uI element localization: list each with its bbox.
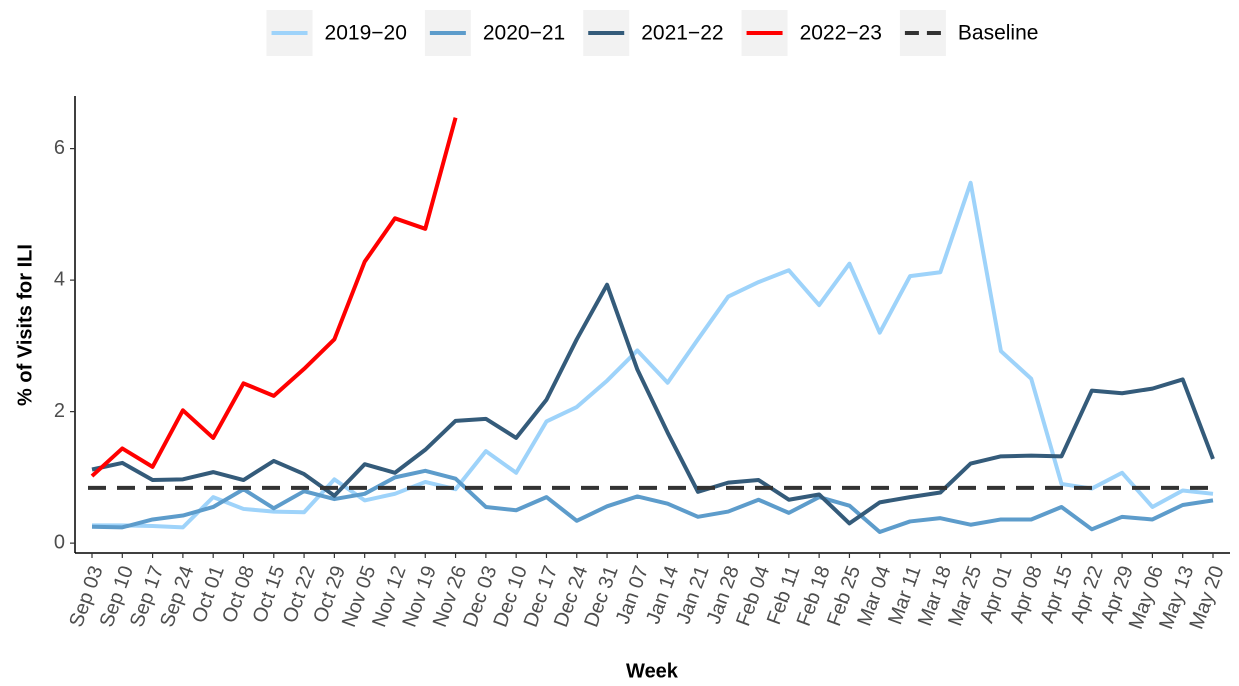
series-line	[92, 180, 1214, 530]
y-tick-label: 6	[54, 137, 65, 159]
series-line	[91, 282, 1215, 526]
y-axis-title: % of Visits for ILI	[14, 244, 36, 406]
legend-label: 2022−23	[800, 22, 882, 45]
x-axis-title: Week	[626, 660, 679, 682]
legend-label: Baseline	[958, 22, 1039, 45]
legend-label: 2021−22	[641, 22, 723, 45]
y-tick-label: 0	[54, 531, 65, 553]
legend-label: 2020−21	[483, 22, 565, 45]
y-tick-label: 2	[54, 400, 65, 422]
series-line	[91, 468, 1214, 534]
legend-label: 2019−20	[325, 22, 407, 45]
legend: 2019−20 2020−21 2021−22 2022−23 Baseline	[266, 10, 1039, 56]
series-line	[90, 117, 458, 478]
y-tick-label: 4	[54, 268, 65, 290]
